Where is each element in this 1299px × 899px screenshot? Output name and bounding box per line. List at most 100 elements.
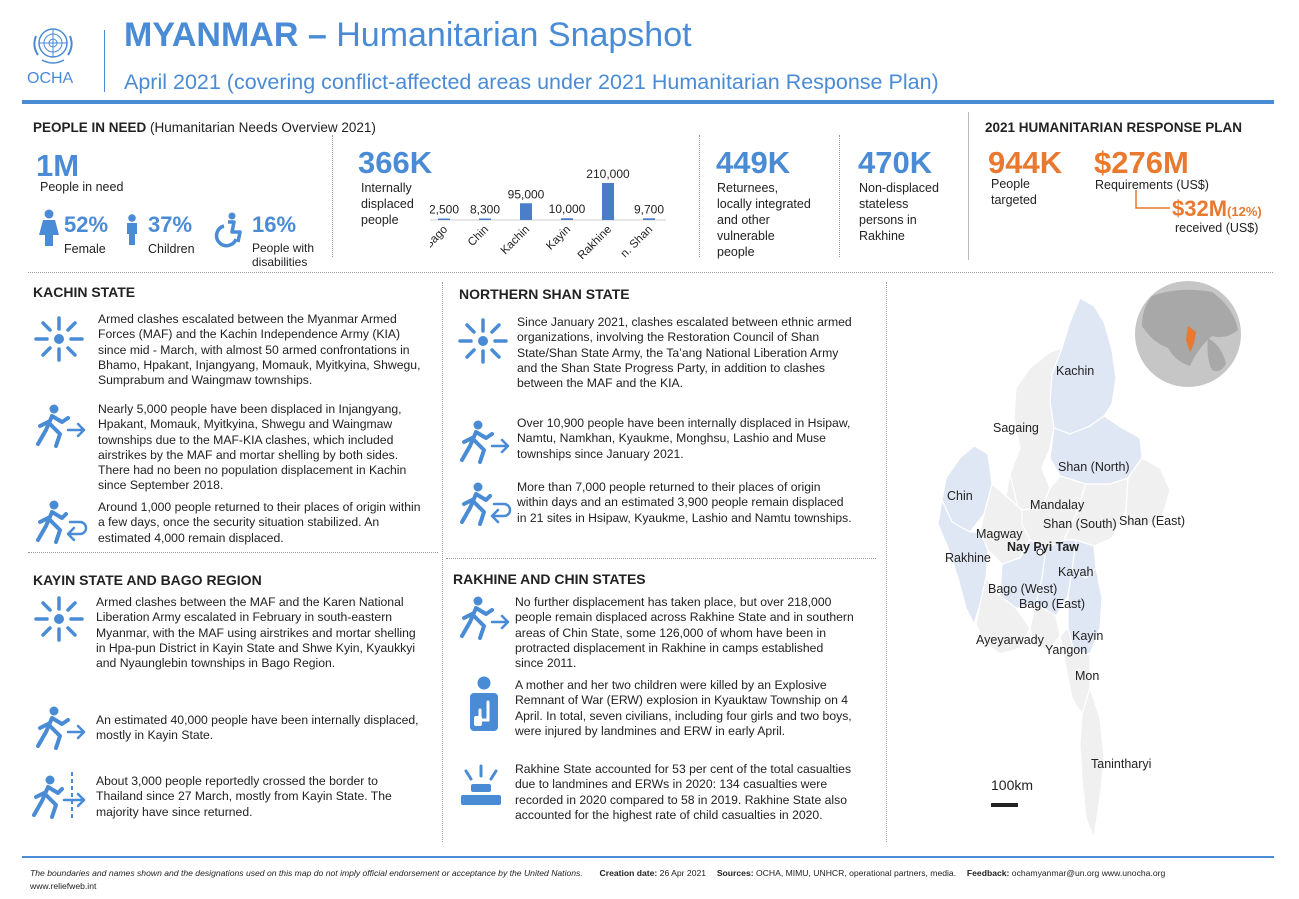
- chart-bar-kayin: [561, 218, 573, 220]
- nshan-para-1: Since January 2021, clashes escalated be…: [517, 315, 852, 391]
- kayin-para-3: About 3,000 people reportedly crossed th…: [96, 774, 392, 819]
- stateless-line: Non-displaced: [859, 181, 939, 195]
- page-subtitle: April 2021 (covering conflict-affected a…: [124, 70, 939, 94]
- displaced-icon: [458, 596, 512, 645]
- clash-icon: [458, 318, 508, 369]
- pin-heading-note: (Humanitarian Needs Overview 2021): [146, 120, 376, 135]
- hrp-targeted-label-1: People: [991, 177, 1030, 191]
- map-label: Kayin: [1072, 629, 1103, 643]
- pin-total-value: 1M: [36, 148, 80, 183]
- idp-label-2: displaced: [361, 197, 414, 211]
- hrp-targeted-label-2: targeted: [991, 193, 1037, 207]
- hrp-req-label: Requirements (US$): [1095, 178, 1209, 192]
- children-label: Children: [148, 242, 195, 256]
- map-scale-bar: [991, 803, 1018, 807]
- stateless-value: 470K: [858, 145, 933, 180]
- kachin-para-2: Nearly 5,000 people have been displaced …: [98, 402, 407, 493]
- rakhine-para-1: No further displacement has taken place,…: [515, 595, 854, 671]
- map-label: Nay Pyi Taw: [1007, 540, 1079, 554]
- stateless-line: persons in: [859, 213, 917, 227]
- myanmar-map: Kachin Sagaing Shan (North) Chin Mandala…: [937, 281, 1241, 841]
- divider: [442, 282, 443, 842]
- chart-value-label: 8,300: [470, 203, 500, 217]
- kayin-para-1: Armed clashes between the MAF and the Ka…: [96, 595, 416, 671]
- map-label: Shan (East): [1119, 514, 1185, 528]
- ocha-logo-text: OCHA: [27, 70, 74, 87]
- disability-pct: 16%: [252, 212, 297, 237]
- idp-value: 366K: [358, 145, 433, 180]
- hrp-received: $32M(12%): [1172, 196, 1262, 222]
- map-label: Sagaing: [993, 421, 1039, 435]
- chart-category-label: Bago: [430, 224, 450, 251]
- map-label: Magway: [976, 527, 1023, 541]
- footer-feedback-label: Feedback:: [966, 868, 1010, 878]
- female-label: Female: [64, 242, 106, 256]
- child-icon: [124, 214, 140, 251]
- footer-disclaimer: The boundaries and names shown and the d…: [30, 868, 583, 878]
- chart-category-label: Kayin: [544, 224, 573, 253]
- footer-site-link[interactable]: www.reliefweb.int: [30, 881, 97, 891]
- idp-bar-chart: 2,500 Bago 8,300 Chin 95,000 Kachin 10,000 Kayi…: [430, 167, 666, 262]
- map-label: Shan (South): [1043, 517, 1117, 531]
- nshan-para-2: Over 10,900 people have been internally …: [517, 416, 851, 461]
- rakhine-para-2: A mother and her two children were kille…: [515, 678, 852, 738]
- map-label: Chin: [947, 489, 973, 503]
- stateless-line: stateless: [859, 197, 909, 211]
- hrp-req-value: $276M: [1094, 145, 1189, 180]
- footer-sources-value: OCHA, MIMU, UNHCR, operational partners,…: [753, 868, 957, 878]
- displaced-icon: [34, 404, 88, 453]
- footer-rule: [22, 856, 1274, 858]
- hrp-targeted-value: 944K: [988, 145, 1063, 180]
- hrp-connector: [1135, 190, 1170, 209]
- chart-bar-n-shan: [643, 218, 655, 220]
- footer-line: The boundaries and names shown and the d…: [30, 868, 1165, 878]
- hrp-heading: 2021 HUMANITARIAN RESPONSE PLAN: [985, 120, 1243, 135]
- map-scale-label: 100km: [991, 777, 1033, 793]
- displaced-icon: [34, 706, 88, 755]
- map-label: Mandalay: [1030, 498, 1085, 512]
- kachin-para-1: Armed clashes escalated between the Myan…: [98, 312, 421, 388]
- map-label: Tanintharyi: [1091, 757, 1151, 771]
- hrp-box-border: [968, 112, 969, 260]
- globe-inset: [1135, 281, 1241, 387]
- nshan-para-3: More than 7,000 people returned to their…: [517, 480, 852, 525]
- map-label: Kayah: [1058, 565, 1093, 579]
- chart-category-label: Rakhine: [576, 224, 614, 262]
- returnees-line: vulnerable: [717, 229, 775, 243]
- returnees-line: people: [717, 245, 755, 259]
- chart-value-label: 9,700: [634, 202, 664, 216]
- title-rest: Humanitarian Snapshot: [336, 16, 692, 54]
- pin-heading-main: PEOPLE IN NEED: [33, 120, 147, 135]
- kayin-para-2: An estimated 40,000 people have been int…: [96, 713, 419, 743]
- rakhine-para-3: Rakhine State accounted for 53 per cent …: [515, 762, 852, 822]
- map-label: Ayeyarwady: [976, 633, 1045, 647]
- divider: [839, 135, 840, 257]
- displaced-icon: [458, 420, 512, 469]
- kachin-para-3: Around 1,000 people returned to their pl…: [98, 500, 421, 545]
- idp-label-3: people: [361, 213, 399, 227]
- disability-icon: [208, 212, 244, 253]
- returnees-line: Returnees,: [717, 181, 779, 195]
- clash-icon: [34, 316, 84, 367]
- footer-sources-label: Sources:: [716, 868, 754, 878]
- returnees-label: Returnees, locally integrated and other …: [717, 180, 811, 260]
- disability-label-1: People with: [252, 241, 315, 255]
- header-rule: [22, 100, 1274, 104]
- hrp-recv-value: $32M: [1172, 196, 1228, 221]
- female-pct: 52%: [64, 212, 109, 237]
- title-country: MYANMAR: [124, 16, 299, 54]
- map-label: Kachin: [1056, 364, 1094, 378]
- chart-bar-chin: [479, 218, 491, 220]
- chart-category-label: Kachin: [499, 224, 532, 257]
- map-label: Rakhine: [945, 551, 991, 565]
- injury-icon: [466, 676, 502, 739]
- nshan-heading: NORTHERN SHAN STATE: [459, 286, 630, 302]
- divider: [699, 135, 700, 257]
- stateless-label: Non-displaced stateless persons in Rakhi…: [859, 180, 939, 244]
- un-emblem-icon: [28, 22, 78, 68]
- returned-icon: [32, 500, 88, 549]
- hrp-recv-pct: (12%): [1227, 204, 1262, 219]
- footer-feedback-value[interactable]: ochamyanmar@un.org www.unocha.org: [1009, 868, 1166, 878]
- idp-label-1: Internally: [361, 181, 412, 195]
- map-label: Bago (West): [988, 582, 1057, 596]
